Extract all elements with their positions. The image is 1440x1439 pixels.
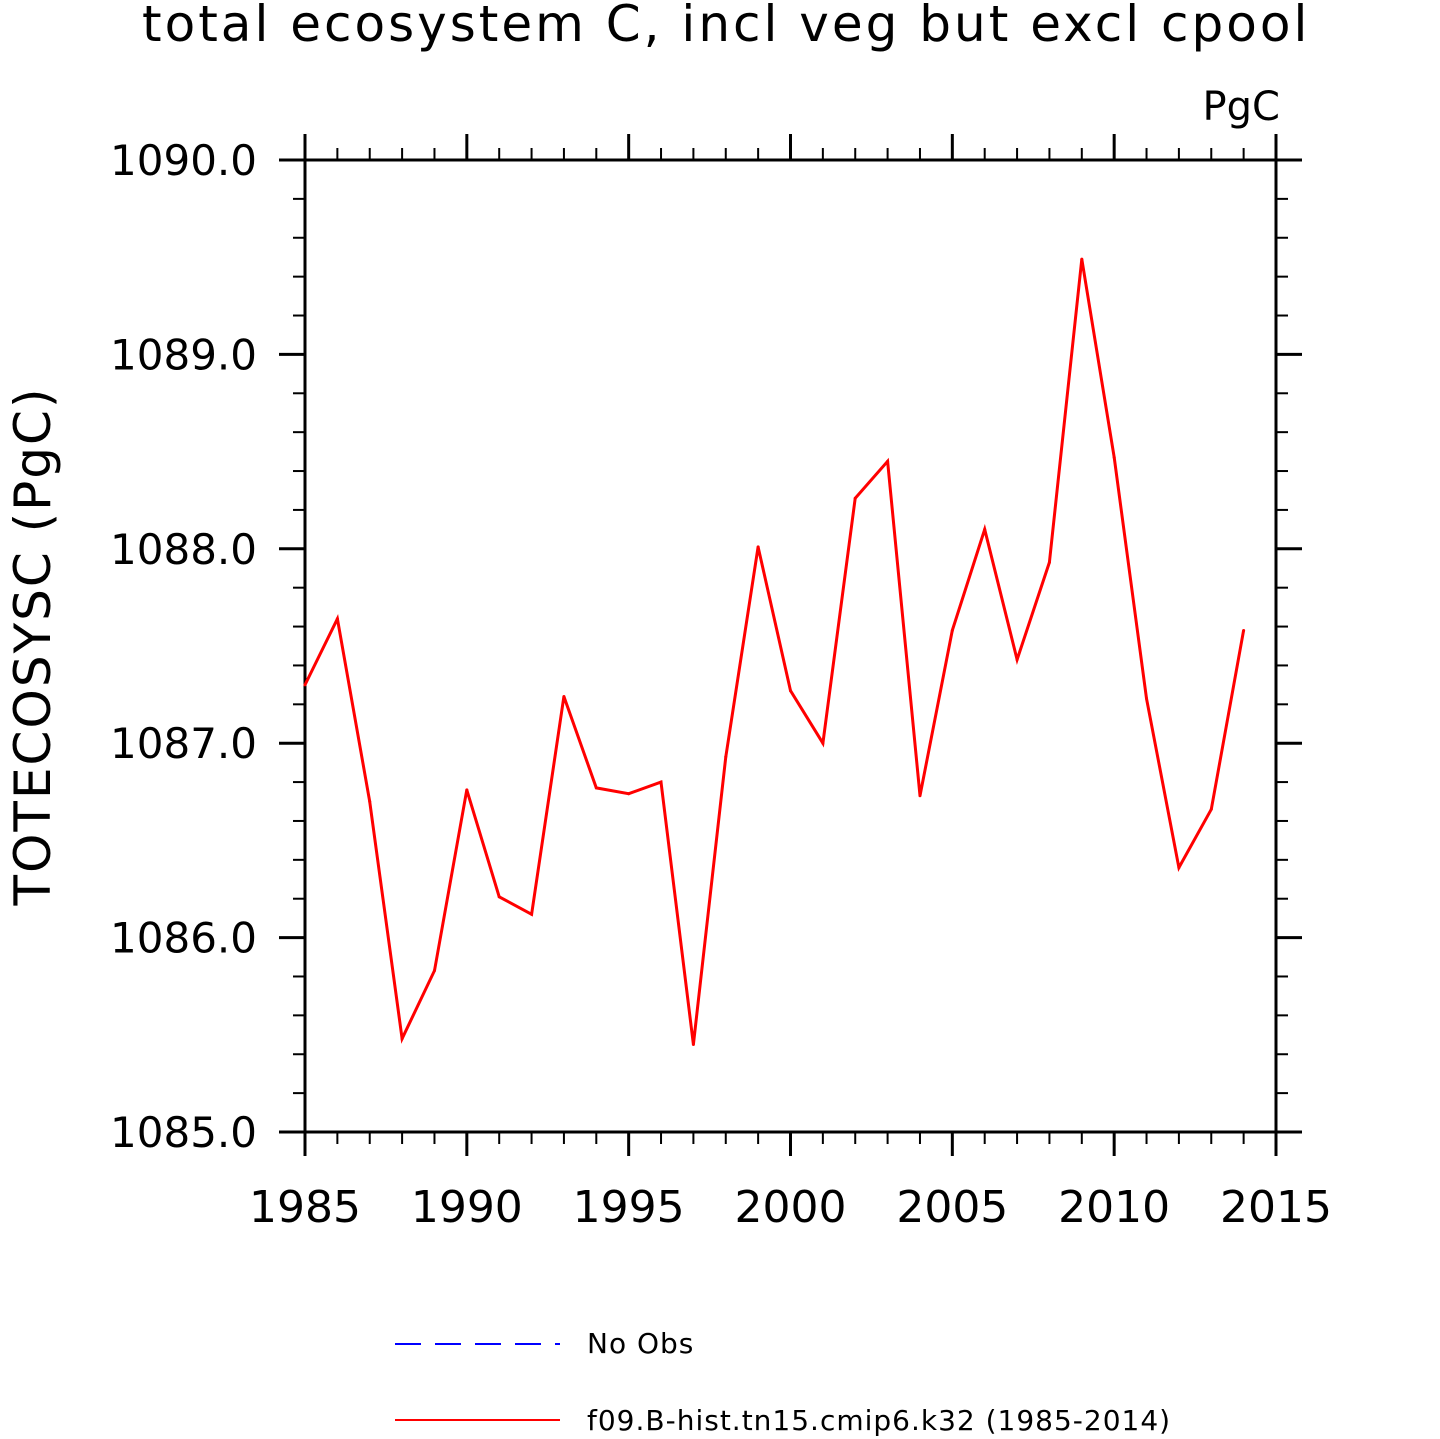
data-point: [627, 792, 631, 796]
data-point: [1112, 455, 1116, 459]
y-tick-label: 1090.0: [110, 136, 257, 185]
x-tick-label: 2010: [1058, 1182, 1170, 1233]
legend-label-no-obs: No Obs: [587, 1327, 694, 1360]
data-point: [886, 459, 890, 463]
data-point: [562, 695, 566, 699]
x-axis-ticks: 1985 1990 1995 2000 2005 2010 2015: [249, 134, 1332, 1233]
data-point: [1015, 658, 1019, 662]
series-line: [303, 258, 1246, 1045]
data-point: [1145, 696, 1149, 700]
legend-label-model: f09.B-hist.tn15.cmip6.k32 (1985-2014): [587, 1404, 1171, 1437]
x-tick-label: 1995: [573, 1182, 685, 1233]
y-tick-label: 1086.0: [110, 914, 257, 963]
data-point: [530, 912, 534, 916]
data-point: [821, 741, 825, 745]
data-point: [368, 800, 372, 804]
y-tick-label: 1087.0: [110, 719, 257, 768]
data-point: [724, 755, 728, 759]
data-point: [1209, 807, 1213, 811]
data-point: [1080, 257, 1084, 261]
y-axis-label: TOTECOSYSC (PgC): [4, 387, 62, 907]
data-point: [594, 786, 598, 790]
y-axis-ticks: 1085.0 1086.0 1087.0 1088.0 1089.0 1090.0: [110, 136, 1302, 1157]
x-tick-label: 2015: [1220, 1182, 1332, 1233]
y-tick-label: 1089.0: [110, 330, 257, 379]
data-point: [983, 527, 987, 531]
y-tick-label: 1085.0: [110, 1108, 257, 1157]
data-point: [950, 628, 954, 632]
data-point: [691, 1043, 695, 1047]
data-point: [400, 1037, 404, 1041]
data-point: [1242, 628, 1246, 632]
data-point: [497, 895, 501, 899]
data-point: [918, 794, 922, 798]
data-point: [789, 689, 792, 693]
series-layer: [303, 257, 1246, 1047]
x-tick-label: 2005: [896, 1182, 1008, 1233]
x-tick-label: 2000: [735, 1182, 847, 1233]
data-point: [853, 496, 857, 500]
x-tick-label: 1990: [411, 1182, 523, 1233]
data-point: [465, 788, 469, 792]
data-point: [335, 617, 339, 621]
data-point: [1047, 560, 1051, 564]
data-point: [303, 683, 307, 687]
data-point: [1177, 866, 1181, 870]
units-label: PgC: [1203, 84, 1280, 130]
plot-frame: [303, 158, 1278, 1134]
legend: No Obs f09.B-hist.tn15.cmip6.k32 (1985-2…: [395, 1327, 1171, 1437]
data-point: [756, 545, 760, 549]
y-tick-label: 1088.0: [110, 525, 257, 574]
x-tick-label: 1985: [249, 1182, 361, 1233]
chart-title: total ecosystem C, incl veg but excl cpo…: [142, 0, 1310, 53]
data-point: [659, 780, 663, 784]
data-point: [432, 969, 436, 973]
